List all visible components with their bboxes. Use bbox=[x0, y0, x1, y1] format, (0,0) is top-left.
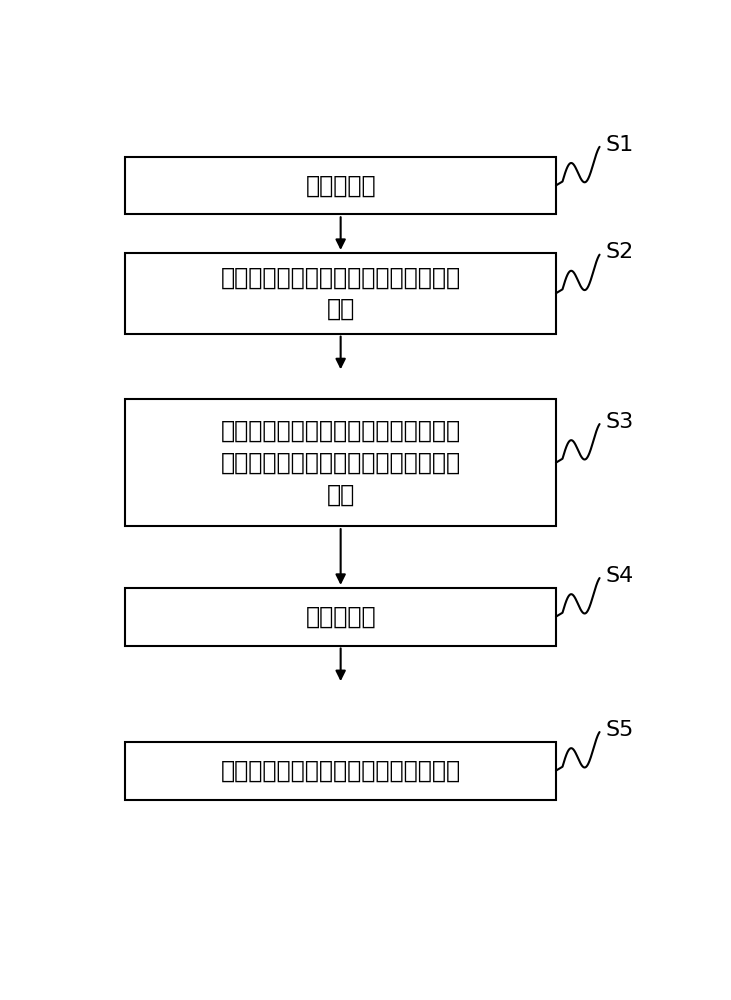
Bar bbox=[126, 399, 556, 526]
Text: S2: S2 bbox=[606, 242, 634, 262]
Text: 提供晶圆片: 提供晶圆片 bbox=[306, 173, 376, 197]
Text: 沿切割区域切割晶圆片，形成单颗芯片: 沿切割区域切割晶圆片，形成单颗芯片 bbox=[221, 759, 461, 783]
Text: 制作导电件: 制作导电件 bbox=[306, 605, 376, 629]
Text: S3: S3 bbox=[606, 412, 634, 432]
Bar bbox=[126, 588, 556, 646]
Bar bbox=[126, 157, 556, 214]
Bar bbox=[126, 742, 556, 800]
Text: S5: S5 bbox=[606, 720, 635, 740]
Text: S4: S4 bbox=[606, 566, 634, 586]
Text: 沿晶圆片的切割区域切割绝缘基层和电
极，形成绝缘结构以及暴露电极的切割
斜面: 沿晶圆片的切割区域切割绝缘基层和电 极，形成绝缘结构以及暴露电极的切割 斜面 bbox=[221, 419, 461, 506]
Text: 在第一表面上制作带有容纳空间的绝缘
基层: 在第一表面上制作带有容纳空间的绝缘 基层 bbox=[221, 265, 461, 321]
Bar bbox=[126, 253, 556, 334]
Text: S1: S1 bbox=[606, 135, 634, 155]
